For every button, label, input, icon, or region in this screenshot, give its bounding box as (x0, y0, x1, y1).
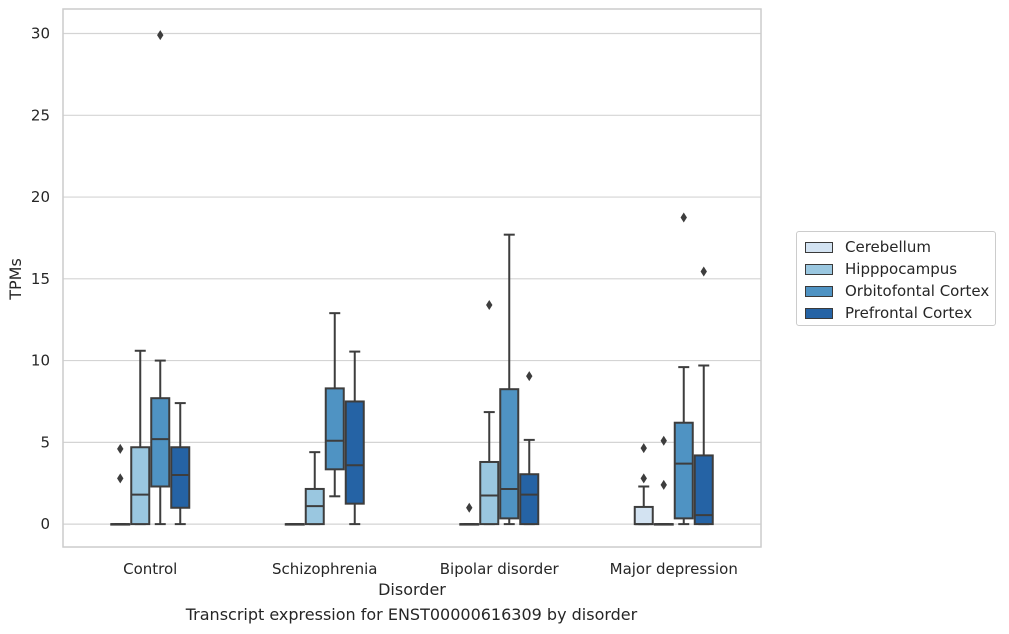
outlier-point (640, 443, 647, 454)
box-hipppocampus-bipolar-disorder (479, 299, 500, 526)
y-tick-label-30: 30 (31, 25, 50, 43)
y-axis-label: TPMs (6, 258, 25, 301)
plot-frame (62, 8, 762, 548)
outlier-point (680, 212, 687, 223)
legend-swatch-prefrontal-cortex (805, 307, 833, 319)
box-body (499, 388, 520, 520)
box-layer (110, 30, 714, 526)
legend-item-cerebellum: Cerebellum (805, 238, 931, 256)
legend-item-orbitofrontal-cortex: Orbitofontal Cortex (805, 282, 990, 300)
y-tick-label-25: 25 (31, 106, 50, 124)
tick-layer: 0 5 10 15 20 25 30 Control Schizophrenia Bipolar … (31, 25, 738, 578)
x-tick-label-control: Control (123, 560, 177, 578)
x-tick-label-schizophrenia: Schizophrenia (272, 560, 377, 578)
box-cerebellum-control (110, 443, 131, 526)
box-body (693, 454, 714, 526)
y-tick-label-5: 5 (40, 433, 50, 451)
outlier-point (640, 473, 647, 484)
box-orbitofontal-cortex-major-depression (673, 212, 694, 526)
outlier-point (117, 443, 124, 454)
y-tick-label-20: 20 (31, 188, 50, 206)
outlier-point (660, 435, 667, 446)
box-orbitofontal-cortex-schizophrenia (324, 312, 345, 498)
outlier-point (486, 299, 493, 310)
box-body (150, 397, 171, 488)
outlier-point (157, 30, 164, 41)
box-prefrontal-cortex-control (170, 402, 191, 526)
box-body (130, 446, 151, 526)
box-body (519, 473, 540, 526)
legend-label-cerebellum: Cerebellum (845, 238, 931, 256)
frame-layer (62, 8, 762, 548)
box-prefrontal-cortex-bipolar-disorder (519, 371, 540, 526)
outlier-point (117, 473, 124, 484)
outlier-point (660, 479, 667, 490)
box-cerebellum-bipolar-disorder (459, 502, 480, 526)
legend-swatch-hippocampus (805, 263, 833, 275)
box-prefrontal-cortex-schizophrenia (344, 350, 365, 526)
box-orbitofontal-cortex-bipolar-disorder (499, 233, 520, 526)
legend: Cerebellum Hipppocampus Orbitofontal Cor… (796, 231, 996, 326)
chart-caption: Transcript expression for ENST0000061630… (185, 605, 638, 624)
box-prefrontal-cortex-major-depression (693, 266, 714, 526)
y-tick-label-15: 15 (31, 270, 50, 288)
legend-label-hippocampus: Hipppocampus (845, 260, 958, 278)
box-hipppocampus-major-depression (653, 435, 674, 526)
box-hipppocampus-schizophrenia (304, 451, 325, 526)
box-body (170, 446, 191, 509)
box-body (324, 387, 345, 471)
box-cerebellum-major-depression (633, 443, 654, 526)
box-body (633, 505, 654, 526)
legend-item-prefrontal-cortex: Prefrontal Cortex (805, 304, 973, 322)
box-body (344, 400, 365, 505)
y-tick-label-10: 10 (31, 352, 50, 370)
x-tick-label-bipolar-disorder: Bipolar disorder (440, 560, 560, 578)
box-body (479, 460, 500, 526)
box-body (673, 421, 694, 520)
legend-item-hippocampus: Hipppocampus (805, 260, 958, 278)
x-axis-label: Disorder (378, 580, 446, 599)
box-cerebellum-schizophrenia (284, 523, 305, 526)
legend-swatch-orbitofrontal-cortex (805, 285, 833, 297)
legend-label-prefrontal-cortex: Prefrontal Cortex (845, 304, 973, 322)
box-orbitofontal-cortex-control (150, 30, 171, 526)
outlier-point (526, 371, 533, 382)
box-hipppocampus-control (130, 349, 151, 526)
outlier-point (466, 502, 473, 513)
legend-swatch-cerebellum (805, 241, 833, 253)
outlier-point (700, 266, 707, 277)
y-tick-label-0: 0 (40, 515, 50, 533)
legend-label-orbitofrontal-cortex: Orbitofontal Cortex (845, 282, 990, 300)
x-tick-label-major-depression: Major depression (610, 560, 738, 578)
